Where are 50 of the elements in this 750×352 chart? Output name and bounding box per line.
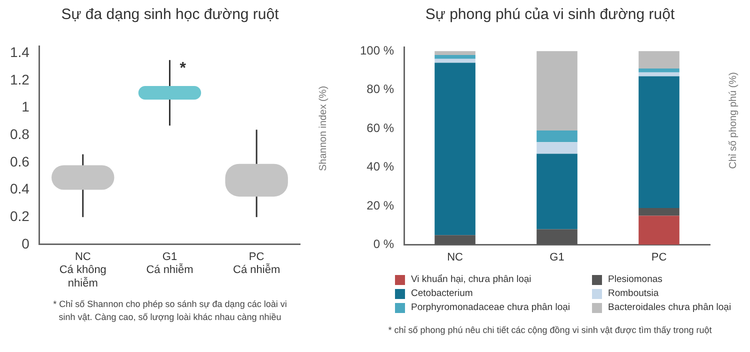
x-tick-label: NC Cá không nhiễm [59, 251, 106, 290]
bar [434, 51, 476, 55]
y-tick-label: 1.2 [10, 71, 30, 88]
y-axis-title: Chỉ số phong phú (%) [728, 72, 739, 168]
x-tick-label: G1 [550, 251, 564, 264]
y-tick-label: 0.6 [10, 153, 30, 170]
bar [638, 72, 680, 76]
y-tick-label: 0.8 [10, 126, 30, 142]
bar [536, 229, 578, 245]
y-tick-label: 1 [22, 98, 30, 115]
y-tick-label: 60 % [366, 120, 394, 135]
bar [638, 68, 680, 72]
legend-label: Cetobacterium [411, 288, 473, 299]
text: * chỉ số phong phú nêu chi tiết các cộng đồng vi sinh vật được tìm thấy trong ruột [387, 324, 713, 337]
x-tick-label: PC Cá nhiễm [233, 251, 280, 276]
annotation: * [180, 60, 187, 77]
y-tick-label: 20 % [366, 198, 394, 212]
bar [434, 58, 476, 63]
bar [434, 54, 476, 59]
bar [536, 51, 578, 130]
bar [638, 51, 680, 69]
bar [536, 142, 578, 154]
x-tick-label: NC [447, 251, 464, 264]
chart-title: Sự phong phú của vi sinh đường ruột [424, 6, 676, 23]
legend-label: Bacteroidales chưa phân loại [608, 302, 732, 313]
y-tick-label: 0 % [373, 237, 394, 252]
y-tick-label: 40 % [366, 160, 394, 174]
y-tick-label: 100 % [360, 43, 394, 58]
bar [638, 76, 680, 208]
y-tick-label: 0.4 [10, 180, 30, 197]
legend-label: Plesiomonas [608, 274, 662, 285]
chart-title: Sự đa dạng sinh học đường ruột [60, 6, 280, 23]
bar [536, 154, 578, 230]
legend-label: Vi khuẩn hại, chưa phân loại [411, 274, 532, 285]
bar [434, 235, 476, 245]
text: * Chỉ số Shannon cho phép so sánh sự đa dạng các loài vi sinh vật. Càng cao, số lượng loài khác nhau càng nhiều [52, 298, 288, 324]
bar [638, 208, 680, 216]
y-tick-label: 0.2 [10, 208, 30, 224]
y-tick-label: 1.4 [10, 44, 30, 60]
bar [638, 216, 680, 245]
bar [138, 86, 202, 100]
x-tick-label: PC [651, 251, 667, 264]
bar [434, 62, 476, 236]
legend-label: Porphyromonadaceae chưa phân loại [411, 302, 570, 313]
y-tick-label: 80 % [366, 82, 394, 96]
x-tick-label: G1 Cá nhiễm [146, 251, 194, 276]
bar [536, 130, 578, 142]
y-tick-label: 0 [22, 235, 30, 252]
legend-label: Romboutsia [608, 288, 659, 299]
y-axis-title: Shannon index (%) [318, 85, 330, 171]
